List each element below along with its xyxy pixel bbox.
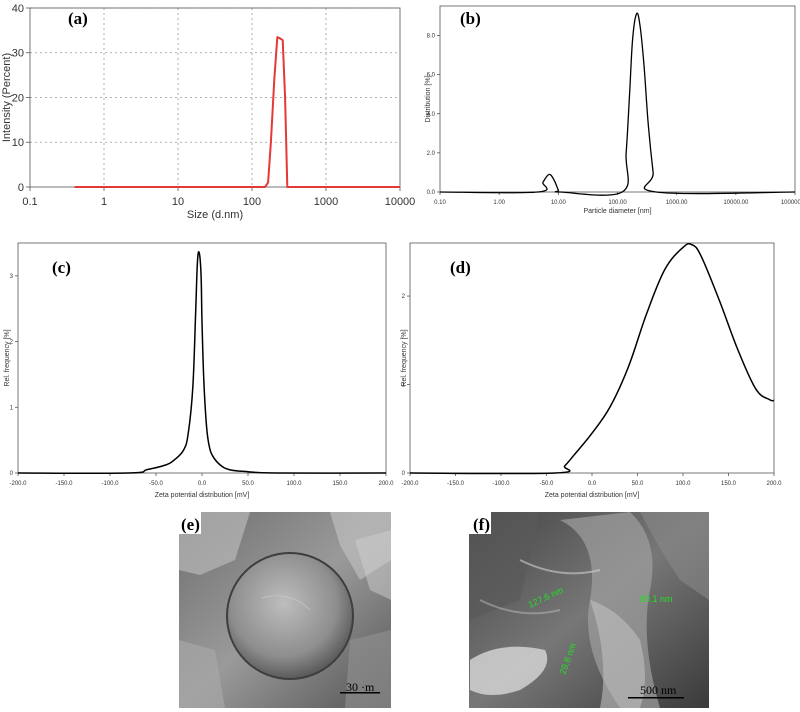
panel-label: (a) — [68, 9, 88, 28]
x-tick-label: 100000.00 — [781, 200, 800, 206]
series-line — [409, 242, 775, 475]
x-tick-label: 150.0 — [721, 481, 737, 487]
series-line — [74, 36, 400, 188]
x-tick-label: 200.0 — [378, 481, 394, 487]
plot-frame — [17, 242, 387, 474]
panel-label: (b) — [460, 9, 481, 28]
y-tick-label: 0 — [10, 471, 14, 477]
scale-bar-f: 500 nm — [640, 683, 677, 697]
panel-c: -200.0 -150.0 -100.0 -50.0 0.0 50.0 100.0 150.0… — [4, 242, 394, 499]
x-tick-label: 0.10 — [434, 200, 446, 206]
y-tick-label: 2 — [10, 340, 14, 346]
measurement-label-2: 80.1 nm — [640, 594, 673, 604]
y-tick-label: 10 — [12, 137, 24, 149]
x-tick-label: 100 — [243, 196, 261, 208]
x-tick-label: 200.0 — [766, 481, 782, 487]
y-tick-label: 30 — [12, 48, 24, 60]
y-tick-label: 8.0 — [427, 33, 436, 39]
panel-label-f: (f) — [473, 515, 490, 534]
x-tick-label: -100.0 — [101, 481, 119, 487]
x-tick-label: -50.0 — [540, 481, 554, 487]
x-tick-label: -50.0 — [149, 481, 163, 487]
y-tick-label: 0 — [18, 182, 24, 194]
x-tick-label: 1.00 — [493, 200, 505, 206]
x-axis-label: Zeta potential distribution [mV] — [545, 492, 640, 499]
x-tick-label: 150.0 — [332, 481, 348, 487]
y-tick-label: 2 — [402, 294, 406, 300]
x-tick-label: 0.1 — [22, 196, 37, 208]
plot-frame — [439, 5, 796, 193]
y-axis-label: Distribution [%] — [425, 75, 432, 122]
panel-label: (d) — [450, 258, 471, 277]
y-tick-label: 40 — [12, 3, 24, 15]
x-tick-label: 10000.00 — [723, 200, 749, 206]
x-tick-label: 100.00 — [608, 200, 627, 206]
x-axis-label: Zeta potential distribution [mV] — [155, 492, 250, 499]
y-axis-label: Intensity (Percent) — [1, 53, 13, 142]
y-tick-label: 6.0 — [427, 73, 436, 79]
x-tick-label: 10000 — [385, 196, 416, 208]
y-axis-label: Rel. frequency [%] — [401, 329, 408, 386]
x-tick-label: 0.0 — [198, 481, 207, 487]
scale-bar-e: 30 ·m — [346, 680, 375, 694]
x-tick-label: 1000 — [314, 196, 338, 208]
series-line — [439, 12, 796, 196]
x-axis-label: Particle diameter [nm] — [583, 208, 651, 215]
x-axis-label: Size (d.nm) — [187, 209, 243, 221]
y-tick-label: 4.0 — [427, 112, 436, 118]
panel-label-e: (e) — [181, 515, 200, 534]
panel-d: -200.0 -150.0 -100.0 -50.0 0.0 50.0 100.0 150.0… — [401, 242, 782, 499]
panel-a: 0.1 1 10 100 1000 10000 0 10 20 30 40 Size (d.nm) In… — [1, 3, 415, 221]
sem-image-e: (e) 30 ·m — [179, 512, 391, 708]
y-tick-label: 2.0 — [427, 151, 436, 157]
y-axis-label: Rel. frequency [%] — [4, 329, 11, 386]
y-tick-label: 1 — [10, 405, 14, 411]
panel-b: 0.10 1.00 10.00 100.00 1000.00 10000.00 100000… — [425, 5, 800, 215]
x-tick-label: -150.0 — [55, 481, 73, 487]
series-line — [17, 251, 387, 475]
x-tick-label: 1000.00 — [666, 200, 688, 206]
sem-image-f: (f) 127.6 nm 80.1 nm 29.8 nm 500 nm — [469, 512, 709, 708]
y-tick-label: 20 — [12, 92, 24, 104]
y-tick-label: 0 — [402, 471, 406, 477]
x-tick-label: -200.0 — [9, 481, 27, 487]
x-tick-label: 0.0 — [588, 481, 597, 487]
x-tick-label: 10.00 — [551, 200, 567, 206]
x-tick-label: -200.0 — [401, 481, 419, 487]
y-tick-label: 3 — [10, 274, 14, 280]
x-tick-label: 100.0 — [286, 481, 302, 487]
plot-frame — [409, 242, 775, 474]
panel-label: (c) — [52, 258, 71, 277]
x-tick-label: 10 — [172, 196, 184, 208]
x-tick-label: 100.0 — [675, 481, 691, 487]
x-tick-label: -100.0 — [492, 481, 510, 487]
y-tick-label: 0.0 — [427, 190, 436, 196]
y-tick-label: 1 — [402, 383, 406, 389]
x-tick-label: 50.0 — [242, 481, 254, 487]
x-tick-label: 1 — [101, 196, 107, 208]
x-tick-label: -150.0 — [447, 481, 465, 487]
x-tick-label: 50.0 — [632, 481, 644, 487]
